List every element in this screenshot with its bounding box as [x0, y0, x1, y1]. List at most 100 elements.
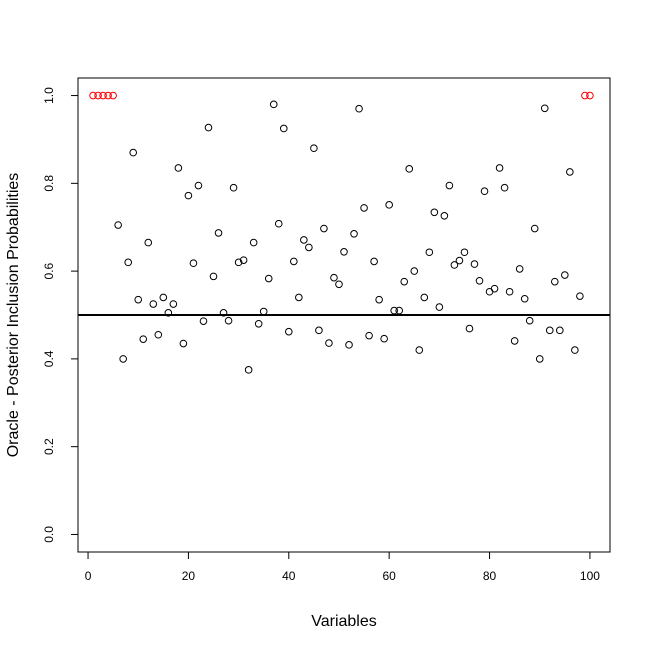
data-point	[134, 295, 143, 304]
data-point	[365, 331, 373, 340]
data-point	[495, 164, 504, 172]
data-point	[214, 229, 223, 237]
data-point	[395, 306, 404, 315]
data-point	[274, 219, 283, 228]
data-point	[370, 257, 378, 266]
data-point	[305, 243, 313, 252]
data-point	[480, 187, 489, 196]
data-point	[470, 260, 479, 268]
data-point	[264, 274, 273, 283]
data-point	[545, 326, 554, 335]
y-tick-label: 1.0	[42, 87, 56, 104]
data-point	[430, 208, 439, 217]
data-point	[209, 272, 218, 281]
data-point	[219, 309, 228, 317]
data-point	[174, 164, 183, 172]
data-point	[556, 326, 564, 335]
data-point	[400, 277, 409, 286]
data-point	[315, 326, 323, 335]
highlighted-point	[581, 91, 589, 100]
x-axis: 0 20 40 60 80 100	[85, 551, 600, 583]
data-point	[119, 355, 127, 363]
data-point	[530, 224, 539, 233]
data-point	[290, 257, 298, 266]
data-point	[445, 181, 454, 190]
data-point	[455, 256, 464, 265]
data-point	[415, 346, 424, 354]
data-point	[571, 346, 579, 354]
data-point	[164, 309, 173, 317]
data-point	[325, 339, 333, 347]
data-point	[199, 317, 208, 325]
data-point	[525, 316, 534, 325]
data-point	[535, 355, 544, 363]
data-point	[515, 265, 524, 273]
data-point	[335, 280, 343, 289]
data-point	[249, 238, 258, 247]
data-point	[320, 224, 328, 233]
data-point	[500, 183, 509, 192]
data-point	[169, 300, 178, 308]
y-axis: 0.0 0.2 0.4 0.6 0.8 1.0	[42, 87, 79, 543]
x-tick-label: 20	[182, 569, 196, 583]
data-point	[380, 334, 388, 343]
data-point	[300, 236, 308, 244]
x-tick-label: 80	[483, 569, 497, 583]
data-point	[375, 295, 383, 304]
data-point	[229, 183, 238, 192]
data-point	[355, 104, 363, 113]
data-point	[124, 258, 132, 267]
highlighted-point	[99, 91, 107, 100]
data-point	[259, 307, 268, 316]
data-point	[440, 212, 449, 220]
data-point	[385, 201, 393, 209]
x-tick-label: 60	[382, 569, 396, 583]
data-point	[450, 261, 459, 269]
data-point	[460, 248, 469, 257]
y-tick-label: 0.4	[42, 350, 56, 367]
data-point	[204, 123, 213, 132]
data-point	[244, 366, 253, 374]
data-point	[420, 293, 429, 302]
x-tick-label: 0	[85, 569, 92, 583]
data-point	[310, 144, 318, 153]
data-point	[350, 230, 358, 238]
x-tick-label: 40	[282, 569, 296, 583]
data-point	[179, 339, 188, 348]
data-point	[475, 276, 484, 285]
highlighted-point	[94, 91, 102, 100]
data-point	[234, 258, 243, 267]
data-point	[510, 337, 519, 345]
y-tick-label: 0.0	[42, 526, 56, 543]
data-point	[295, 293, 303, 302]
data-point	[224, 316, 233, 325]
data-point	[340, 248, 348, 256]
data-point	[540, 104, 549, 113]
data-point	[490, 284, 499, 293]
data-point	[184, 191, 193, 200]
data-point	[144, 238, 153, 247]
highlighted-point	[586, 91, 594, 100]
data-point	[520, 294, 529, 303]
x-axis-title: Variables	[311, 613, 377, 630]
data-point	[390, 306, 398, 315]
x-tick-label: 100	[580, 569, 600, 583]
data-point	[139, 335, 148, 343]
highlighted-point	[89, 91, 97, 100]
data-point	[425, 248, 434, 257]
y-tick-label: 0.6	[42, 262, 56, 279]
highlighted-point	[109, 91, 117, 100]
data-point	[360, 204, 368, 212]
data-point	[189, 259, 198, 268]
data-point	[435, 303, 444, 311]
data-point	[550, 277, 559, 286]
data-point	[239, 256, 248, 264]
data-points	[89, 91, 594, 374]
y-tick-label: 0.2	[42, 438, 56, 455]
data-point	[505, 287, 514, 296]
data-point	[561, 271, 569, 279]
data-point	[345, 341, 353, 349]
highlighted-point	[104, 91, 112, 100]
y-axis-title: Oracle - Posterior Inclusion Probabiliti…	[5, 173, 22, 458]
